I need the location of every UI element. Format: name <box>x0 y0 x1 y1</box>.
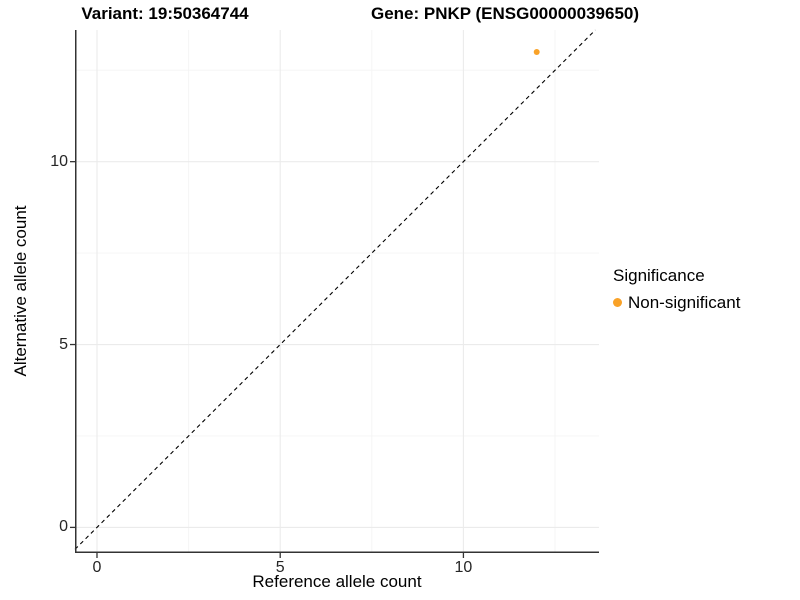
legend-item: Non-significant <box>613 293 740 312</box>
plot-title-variant: Variant: 19:50364744 <box>81 4 249 23</box>
x-tick-label: 5 <box>275 559 285 576</box>
legend: Significance Non-significant <box>613 266 740 312</box>
y-tick-label: 10 <box>50 152 68 170</box>
y-tick-label: 0 <box>59 518 68 536</box>
identity-line <box>74 29 596 550</box>
plot-title-gene: Gene: PNKP (ENSG00000039650) <box>370 4 640 23</box>
plot-svg <box>70 29 599 558</box>
plot-panel <box>70 29 599 558</box>
legend-title: Significance <box>613 266 705 285</box>
y-tick-label: 5 <box>59 335 68 353</box>
x-tick-label: 0 <box>92 559 102 576</box>
legend-point-swatch-icon <box>613 298 622 307</box>
x-tick-label: 10 <box>454 559 473 576</box>
legend-item-label: Non-significant <box>628 293 741 312</box>
x-axis-title: Reference allele count <box>252 572 422 591</box>
data-point <box>533 48 540 55</box>
